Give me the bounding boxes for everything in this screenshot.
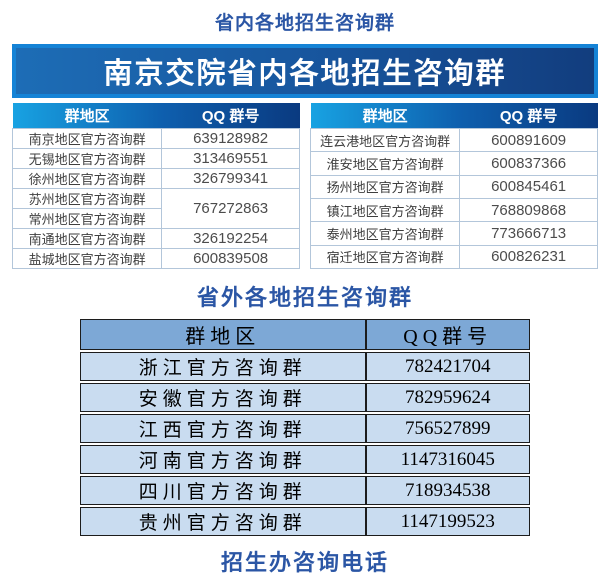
qq-cell: 600837366 — [459, 151, 598, 176]
table-row: 连云港地区官方咨询群 600891609 — [309, 127, 598, 153]
qq-cell: 1147199523 — [365, 507, 530, 536]
table-row: 苏州地区官方咨询群 767272863 — [11, 188, 300, 229]
header-qq: QQ 群号 — [161, 103, 300, 129]
qq-cell: 600891609 — [459, 127, 598, 153]
region-cell: 安徽官方咨询群 — [80, 383, 366, 412]
region-cell: 四川官方咨询群 — [80, 476, 366, 505]
table-row: 泰州地区官方咨询群 773666713 — [309, 221, 598, 246]
table-row: 南京地区官方咨询群 639128982 — [11, 128, 300, 149]
table-row: 镇江地区官方咨询群 768809868 — [309, 197, 598, 223]
region-cell: 宿迁地区官方咨询群 — [309, 244, 461, 270]
province-table-right: 群地区 QQ 群号 连云港地区官方咨询群 600891609 淮安地区官方咨询群… — [309, 103, 598, 270]
table-header-row: 群地区 QQ群号 — [80, 319, 530, 350]
table-row: 无锡地区官方咨询群 313469551 — [11, 148, 300, 169]
region-cell: 扬州地区官方咨询群 — [309, 174, 461, 199]
region-cell: 江西官方咨询群 — [80, 414, 366, 443]
qq-cell: 756527899 — [365, 414, 530, 443]
qq-cell: 600826231 — [459, 244, 598, 270]
table-row: 南通地区官方咨询群 326192254 — [11, 228, 300, 249]
table-row: 安徽官方咨询群 782959624 — [80, 383, 530, 412]
header-qq: QQ群号 — [365, 319, 530, 350]
outside-province-table: 群地区 QQ群号 浙江官方咨询群 782421704 安徽官方咨询群 78295… — [80, 317, 530, 538]
region-cell: 盐城地区官方咨询群 — [11, 248, 163, 269]
region-cell: 连云港地区官方咨询群 — [309, 127, 461, 153]
banner-title: 南京交院省内各地招生咨询群 — [103, 58, 507, 90]
region-cell: 镇江地区官方咨询群 — [309, 197, 461, 223]
province-table-left: 群地区 QQ 群号 南京地区官方咨询群 639128982 无锡地区官方咨询群 … — [11, 103, 300, 269]
qq-cell: 639128982 — [161, 128, 300, 149]
region-cell: 常州地区官方咨询群 — [11, 208, 163, 229]
qq-cell: 326799341 — [161, 168, 300, 189]
table-row: 宿迁地区官方咨询群 600826231 — [309, 244, 598, 270]
section-title-out-province: 省外各地招生咨询群 — [196, 285, 413, 310]
region-cell: 淮安地区官方咨询群 — [309, 151, 461, 176]
section-title-in-province: 省内各地招生咨询群 — [214, 13, 395, 34]
region-cell: 浙江官方咨询群 — [80, 352, 366, 381]
table-row: 河南官方咨询群 1147316045 — [80, 445, 530, 474]
region-cell: 贵州官方咨询群 — [80, 507, 366, 536]
region-cell: 无锡地区官方咨询群 — [11, 148, 163, 169]
qq-cell: 782959624 — [365, 383, 530, 412]
region-cell: 苏州地区官方咨询群 — [11, 188, 163, 209]
qq-cell: 768809868 — [459, 197, 598, 223]
qq-cell: 600845461 — [459, 174, 598, 199]
region-cell: 泰州地区官方咨询群 — [309, 221, 461, 246]
table-row: 徐州地区官方咨询群 326799341 — [11, 168, 300, 189]
table-row: 淮安地区官方咨询群 600837366 — [309, 151, 598, 176]
banner: 南京交院省内各地招生咨询群 — [12, 44, 598, 98]
qq-cell: 718934538 — [365, 476, 530, 505]
qq-cell-merged: 767272863 — [161, 188, 300, 229]
header-region: 群地区 — [80, 319, 366, 350]
region-cell: 河南官方咨询群 — [80, 445, 366, 474]
table-header-row: 群地区 QQ 群号 — [310, 103, 598, 129]
table-row: 江西官方咨询群 756527899 — [80, 414, 530, 443]
region-cell: 徐州地区官方咨询群 — [11, 168, 163, 189]
table-row: 扬州地区官方咨询群 600845461 — [309, 174, 598, 199]
header-region: 群地区 — [310, 103, 460, 129]
qq-cell: 313469551 — [161, 148, 300, 169]
header-region: 群地区 — [12, 103, 162, 129]
region-cell: 南京地区官方咨询群 — [11, 128, 163, 149]
region-cell: 南通地区官方咨询群 — [11, 228, 163, 249]
qq-cell: 600839508 — [161, 248, 300, 269]
table-row: 贵州官方咨询群 1147199523 — [80, 507, 530, 536]
table-row: 四川官方咨询群 718934538 — [80, 476, 530, 505]
section-title-phone: 招生办咨询电话 — [220, 550, 389, 575]
province-tables-container: 群地区 QQ 群号 南京地区官方咨询群 639128982 无锡地区官方咨询群 … — [11, 103, 598, 270]
qq-cell: 782421704 — [365, 352, 530, 381]
table-header-row: 群地区 QQ 群号 — [12, 103, 300, 129]
qq-cell: 1147316045 — [365, 445, 530, 474]
qq-cell: 773666713 — [459, 221, 598, 246]
table-row: 盐城地区官方咨询群 600839508 — [11, 248, 300, 269]
header-qq: QQ 群号 — [459, 103, 598, 129]
table-row: 浙江官方咨询群 782421704 — [80, 352, 530, 381]
qq-cell: 326192254 — [161, 228, 300, 249]
